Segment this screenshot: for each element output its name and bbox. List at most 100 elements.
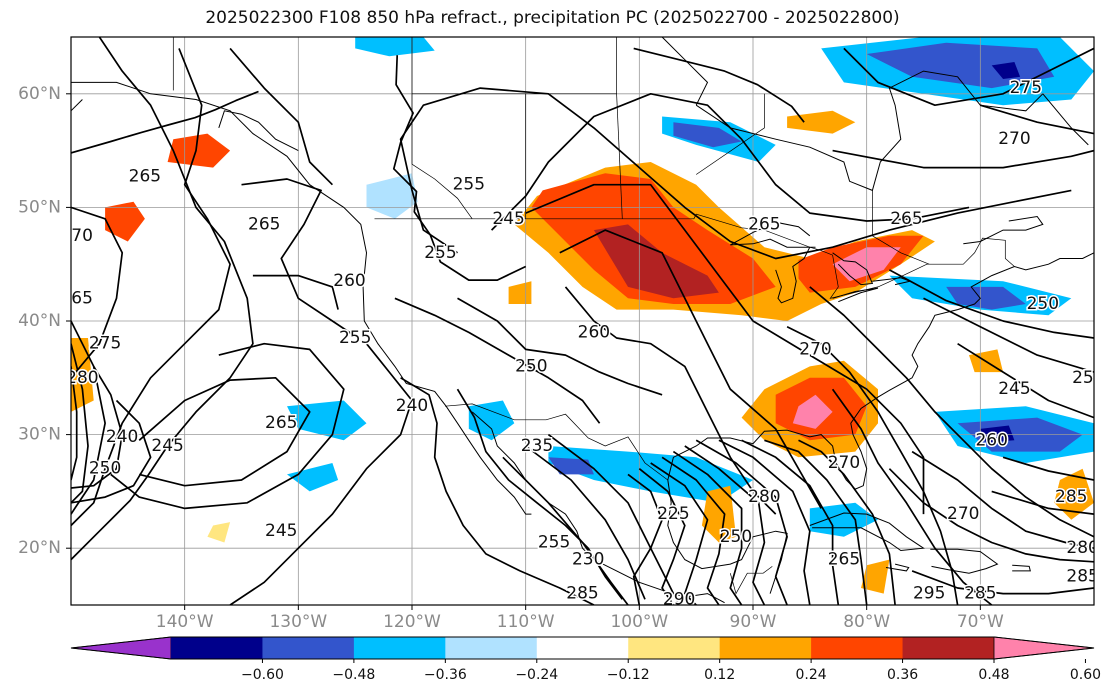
latitude-tick-label: 50°N <box>18 197 61 217</box>
refractivity-contour <box>843 47 1094 107</box>
colorbar-min-extension <box>70 636 172 660</box>
refractivity-contour <box>888 269 1094 339</box>
refractivity-contour <box>399 87 1072 260</box>
longitude-tick-label: 100°W <box>610 612 668 632</box>
coastline <box>730 221 816 248</box>
refractivity-contour <box>229 178 413 605</box>
refractivity-contour <box>394 297 601 424</box>
anomaly-region <box>775 258 799 282</box>
latitude-tick-label: 30°N <box>18 425 61 445</box>
refractivity-contour <box>741 439 840 605</box>
coastline <box>71 99 83 112</box>
contour-label: 260 <box>333 271 365 291</box>
longitude-tick-label: 90°W <box>730 612 777 632</box>
border-line <box>616 93 623 219</box>
refractivity-contour <box>71 90 259 154</box>
anomaly-region <box>355 37 435 57</box>
anomaly-region <box>593 224 719 299</box>
colorbar-segment <box>445 637 538 659</box>
refractivity-contour <box>71 366 78 481</box>
refractivity-contour <box>564 286 777 515</box>
refractivity-contour <box>911 570 1094 595</box>
refractivity-contour <box>991 490 1094 515</box>
contour-label: 265 <box>828 550 860 570</box>
refractivity-contour <box>110 342 345 510</box>
longitude-tick-label: 140°W <box>156 612 214 632</box>
coastline <box>667 252 1094 490</box>
contour-label: 250 <box>720 527 752 547</box>
coastlines <box>71 37 1094 604</box>
anomaly-region <box>287 400 367 441</box>
contour-label: 280 <box>748 487 780 507</box>
longitude-tick-label: 120°W <box>383 612 441 632</box>
contour-label: 265 <box>265 413 297 433</box>
refractivity-contour <box>764 439 868 605</box>
contour-label: 270 <box>799 339 831 359</box>
refractivity-contour <box>1002 456 1094 481</box>
anomaly-region <box>548 446 753 503</box>
anomaly-region <box>167 133 231 168</box>
refractivity-contour <box>809 286 1094 538</box>
anomaly-region <box>946 286 1026 310</box>
anomaly-region <box>787 110 856 134</box>
refractivity-contour <box>502 456 629 605</box>
refractivity-contour <box>71 365 124 489</box>
contour-label: 265 <box>248 214 280 234</box>
contour-label: 275 <box>1010 78 1042 98</box>
anomaly-region <box>991 62 1021 79</box>
contour-label: 250 <box>89 459 121 479</box>
colorbar-label: −0.48 <box>332 667 375 683</box>
refractivity-contour <box>138 376 311 487</box>
contour-label: 265 <box>748 214 780 234</box>
refractivity-contour <box>71 206 124 379</box>
colorbar: −0.60 −0.48 −0.36 −0.24 −0.12 0.12 0.24 0.36 0.4… <box>70 636 1101 683</box>
refractivity-contour <box>71 37 254 561</box>
anomaly-region <box>548 457 594 475</box>
border-line <box>444 403 669 481</box>
contour-labels: 2652652702652752802402502452652452602552… <box>60 77 1104 609</box>
refractivity-contour <box>400 377 595 605</box>
anomaly-region <box>980 425 1015 443</box>
refractivity-contour <box>559 229 822 509</box>
anomaly-region <box>701 485 736 543</box>
refractivity-contour <box>71 48 231 527</box>
axis-ticks: 60°N 50°N 40°N 30°N 20°N 140°W 130°W 120°W 110°W… <box>18 84 1004 632</box>
longitude-tick-label: 80°W <box>843 612 890 632</box>
colorbar-segment <box>902 637 995 659</box>
coastline <box>885 563 910 572</box>
refractivity-contour <box>633 47 805 123</box>
refractivity-contour <box>672 450 743 605</box>
page-title: 2025022300 F108 850 hPa refract., precip… <box>205 8 900 28</box>
coastline <box>1012 564 1031 572</box>
contour-label: 255 <box>424 243 456 263</box>
coastline <box>1042 93 1089 146</box>
anomaly-region <box>105 201 145 242</box>
contour-label: 240 <box>396 396 428 416</box>
coastline <box>661 37 709 106</box>
border-line <box>872 190 930 265</box>
refractivity-contour <box>695 439 788 605</box>
contour-label: 285 <box>964 584 996 604</box>
colorbar-segment <box>171 637 263 659</box>
refractivity-contour <box>71 320 106 515</box>
colorbar-label: −0.60 <box>241 667 284 683</box>
refractivity-contour <box>684 445 766 605</box>
contour-label: 295 <box>913 584 945 604</box>
contour-label: 265 <box>60 288 92 308</box>
refractivity-contour <box>832 149 1094 169</box>
colorbar-label: −0.24 <box>515 667 558 683</box>
contour-label: 260 <box>975 430 1007 450</box>
colorbar-max-extension <box>993 636 1095 660</box>
anomaly-region <box>1054 468 1094 520</box>
refractivity-contour <box>798 439 896 605</box>
colorbar-segment <box>353 637 446 659</box>
contour-label: 285 <box>1055 487 1087 507</box>
contour-label: 255 <box>1072 368 1104 388</box>
colorbar-label: 0.48 <box>978 667 1009 683</box>
contour-label: 285 <box>1066 567 1098 587</box>
anomaly-region <box>207 522 231 543</box>
refractivity-contour <box>71 399 152 504</box>
latitude-tick-label: 60°N <box>18 84 61 104</box>
contour-label: 290 <box>663 589 695 609</box>
